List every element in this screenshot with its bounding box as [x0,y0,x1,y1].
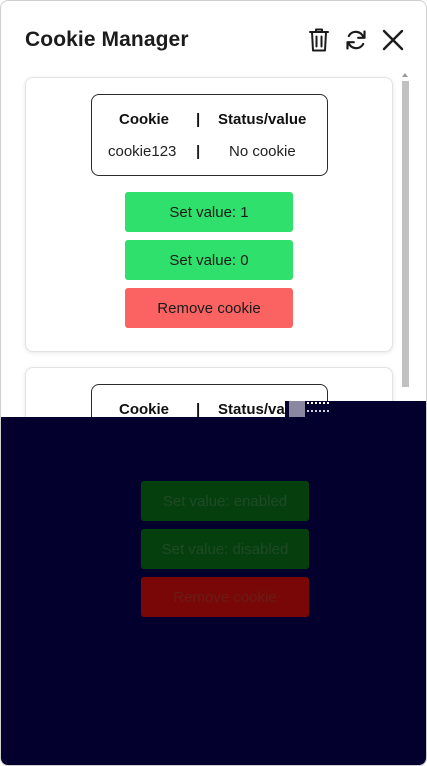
close-button[interactable] [379,25,407,55]
cookie-card: Cookie | Status/value cookie123 | No coo… [25,77,393,352]
page-title: Cookie Manager [25,28,189,51]
refresh-icon [346,30,366,50]
close-icon [382,29,404,51]
trash-icon [309,28,329,52]
cookie-name: cookie123 [108,143,177,160]
remove-cookie-button[interactable]: Remove cookie [141,577,309,617]
render-artifact [307,402,329,412]
column-header-cookie: Cookie [119,401,170,418]
scrollbar-thumb[interactable] [402,81,409,387]
cookie-status: No cookie [229,143,296,160]
column-header-status: Status/value [218,401,307,418]
delete-all-button[interactable] [305,25,333,55]
header: Cookie Manager [1,1,426,75]
column-header-cookie: Cookie [119,111,170,128]
scroll-up-arrow-icon[interactable] [402,73,408,77]
remove-cookie-button[interactable]: Remove cookie [125,288,293,328]
set-value-0-button[interactable]: Set value: 0 [125,240,293,280]
refresh-button[interactable] [342,25,370,55]
overlay-edge [285,401,426,417]
column-header-status: Status/value [218,111,307,128]
column-separator: | [196,401,201,418]
set-value-1-button[interactable]: Set value: 1 [125,192,293,232]
set-value-enabled-button[interactable]: Set value: enabled [141,481,309,521]
render-artifact [289,401,305,417]
scrollbar[interactable] [400,73,411,419]
column-separator: | [196,143,201,160]
cookie-info-table: Cookie | Status/value cookie123 | No coo… [91,94,328,176]
set-value-disabled-button[interactable]: Set value: disabled [141,529,309,569]
column-separator: | [196,111,201,128]
